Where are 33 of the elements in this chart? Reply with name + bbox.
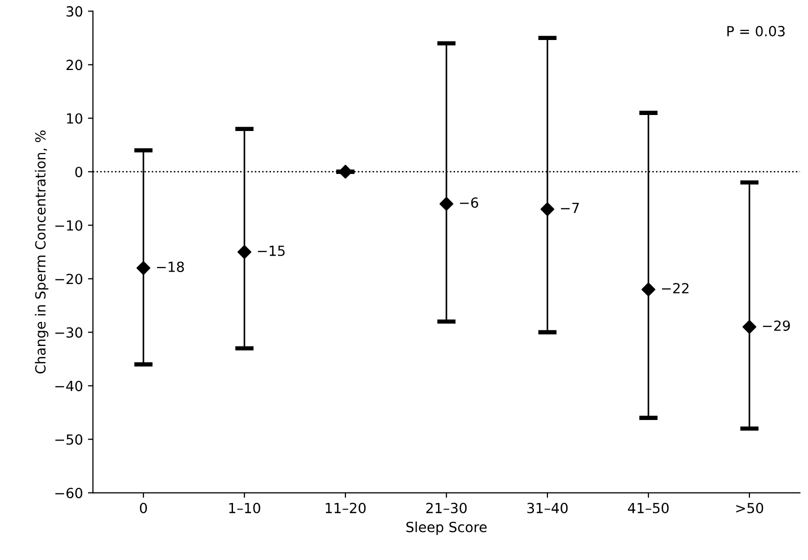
data-label: −29 [763,320,790,331]
y-tick-label: 30 [66,6,82,17]
y-tick-label: 20 [66,60,82,70]
data-label: −15 [258,246,285,256]
x-tick-label: 41–50 [628,502,669,514]
x-axis-title: Sleep Score [406,522,487,535]
data-label: −7 [561,202,579,214]
point [642,282,656,296]
point [440,196,454,211]
point [540,202,554,216]
point [238,245,252,259]
y-axis-title: Change in Sperm Concentration, % [34,130,48,374]
y-tick-label: 0 [75,166,82,178]
point [136,261,150,275]
data-label: −18 [157,262,184,272]
point [338,164,352,179]
y-tick-label: −50 [55,434,82,445]
y-tick-label: −10 [55,220,82,231]
x-tick-label: 31–40 [527,502,568,514]
data-label: −6 [460,197,478,208]
x-tick-label: 0 [140,502,147,514]
annotation: P = 0.03 [727,26,785,36]
y-tick-label: −30 [55,327,82,338]
x-tick-label: >50 [736,502,764,514]
y-tick-label: −40 [55,380,82,392]
x-tick-label: 11–20 [326,502,366,514]
x-tick-label: 1–10 [229,502,260,514]
point [742,320,756,334]
y-tick-label: 10 [67,113,82,124]
y-tick-label: −60 [55,488,82,498]
y-tick-label: −20 [55,274,82,284]
data-label: −22 [662,282,688,294]
x-tick-label: 21–30 [426,502,467,514]
